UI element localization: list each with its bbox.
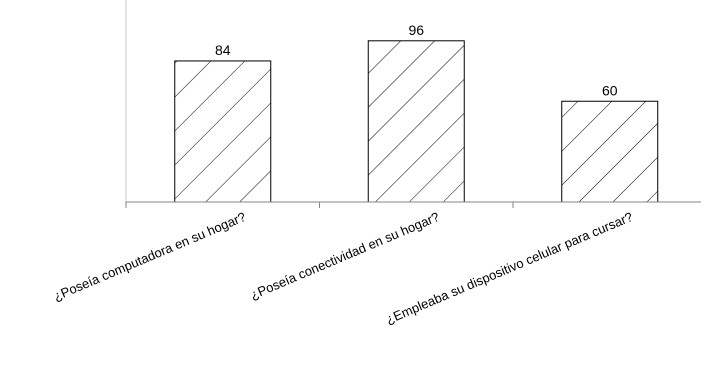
- bar: [174, 60, 272, 203]
- bar: [367, 40, 465, 203]
- data-label: 96: [408, 22, 424, 38]
- x-axis: [125, 201, 701, 208]
- bar: [561, 100, 659, 203]
- bars-group: [174, 40, 659, 203]
- category-label: ¿Poseía conectividad en su hogar?: [248, 209, 441, 302]
- data-label: 84: [215, 42, 231, 58]
- data-label: 60: [602, 82, 618, 98]
- category-labels-group: ¿Poseía computadora en su hogar? ¿Poseía …: [51, 209, 635, 327]
- data-labels-group: 84 96 60: [215, 22, 618, 98]
- category-label: ¿Poseía computadora en su hogar?: [51, 209, 248, 304]
